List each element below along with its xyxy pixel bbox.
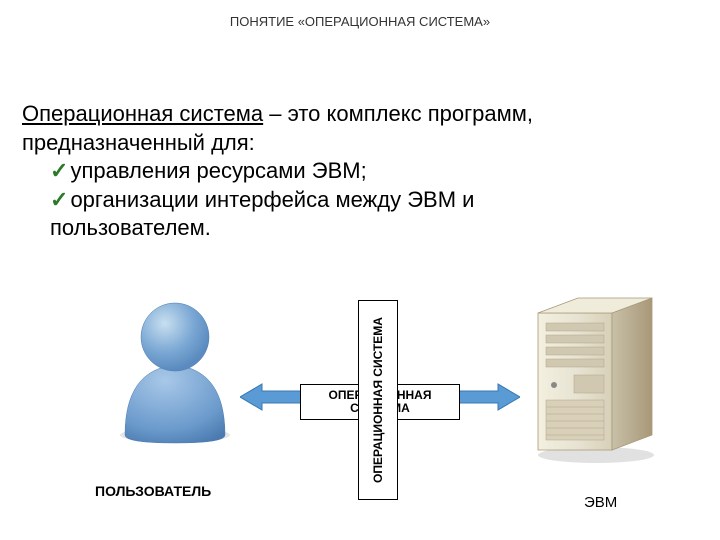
evm-label: ЭВМ (584, 494, 617, 511)
user-label: ПОЛЬЗОВАТЕЛЬ (95, 483, 211, 499)
bullet-2: ✓организации интерфейса между ЭВМ и (22, 186, 698, 215)
check-icon: ✓ (50, 158, 68, 183)
page-header: ПОНЯТИЕ «ОПЕРАЦИОННАЯ СИСТЕМА» (0, 0, 720, 29)
bullet-1: ✓управления ресурсами ЭВМ; (22, 157, 698, 186)
server-icon (530, 285, 660, 465)
check-icon: ✓ (50, 187, 68, 212)
definition-line1: Операционная система – это комплекс прог… (22, 100, 698, 157)
definition-term: Операционная система (22, 101, 263, 126)
diagram-area: ОПЕРАЦИОННАЯ СИСТЕМА ОПЕРАЦИОННАЯ СИСТЕМ… (0, 290, 720, 530)
definition-block: Операционная система – это комплекс прог… (22, 100, 698, 243)
user-icon (110, 295, 240, 445)
os-box-vertical: ОПЕРАЦИОННАЯ СИСТЕМА (358, 300, 398, 500)
definition-tail: пользователем. (22, 214, 698, 243)
